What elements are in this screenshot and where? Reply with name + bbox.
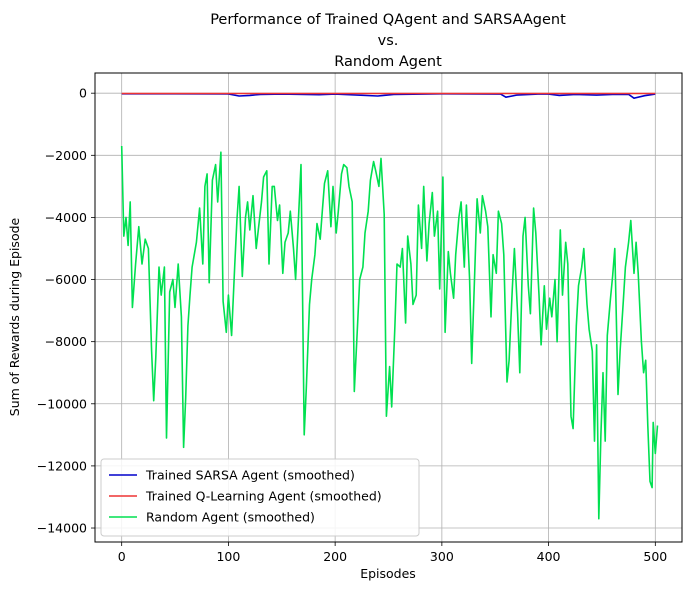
x-tick-label: 500 — [643, 549, 667, 564]
series-lines — [120, 92, 659, 520]
chart-title-line-3: Random Agent — [334, 54, 442, 70]
legend-entry-0: Trained SARSA Agent (smoothed) — [145, 468, 355, 483]
plot-area-frame — [94, 72, 683, 543]
series-line-2 — [120, 145, 659, 520]
x-tick-label: 300 — [430, 549, 454, 564]
x-tick-label: 0 — [118, 549, 126, 564]
legend-entry-2: Random Agent (smoothed) — [146, 510, 315, 525]
x-tick-label: 100 — [216, 549, 240, 564]
legend: Trained SARSA Agent (smoothed) Trained Q-… — [100, 458, 420, 537]
y-tick-label: −2000 — [45, 148, 87, 163]
series-line-0 — [121, 93, 656, 99]
y-tick-label: −4000 — [45, 210, 87, 225]
y-tick-label: −14000 — [37, 521, 87, 536]
y-tick-label: −12000 — [37, 458, 87, 473]
y-axis-ticks: 0 −2000 −4000 −6000 −8000 −10000 −12000 −14000 — [37, 86, 95, 536]
chart-title-line-2: vs. — [378, 33, 399, 49]
x-tick-label: 400 — [537, 549, 561, 564]
y-tick-label: −6000 — [45, 272, 87, 287]
x-axis-ticks: 0 100 200 300 400 500 — [118, 542, 667, 564]
y-tick-label: −10000 — [37, 396, 87, 411]
y-tick-label: 0 — [79, 86, 87, 101]
y-axis-label: Sum of Rewards during Episode — [7, 217, 22, 416]
x-axis-label: Episodes — [360, 566, 416, 581]
x-tick-label: 200 — [323, 549, 347, 564]
chart-title: Performance of Trained QAgent and SARSAA… — [210, 12, 566, 70]
chart-title-line-1: Performance of Trained QAgent and SARSAA… — [210, 12, 566, 28]
legend-entry-1: Trained Q-Learning Agent (smoothed) — [145, 489, 382, 504]
y-tick-label: −8000 — [45, 334, 87, 349]
legend-box — [100, 458, 420, 537]
